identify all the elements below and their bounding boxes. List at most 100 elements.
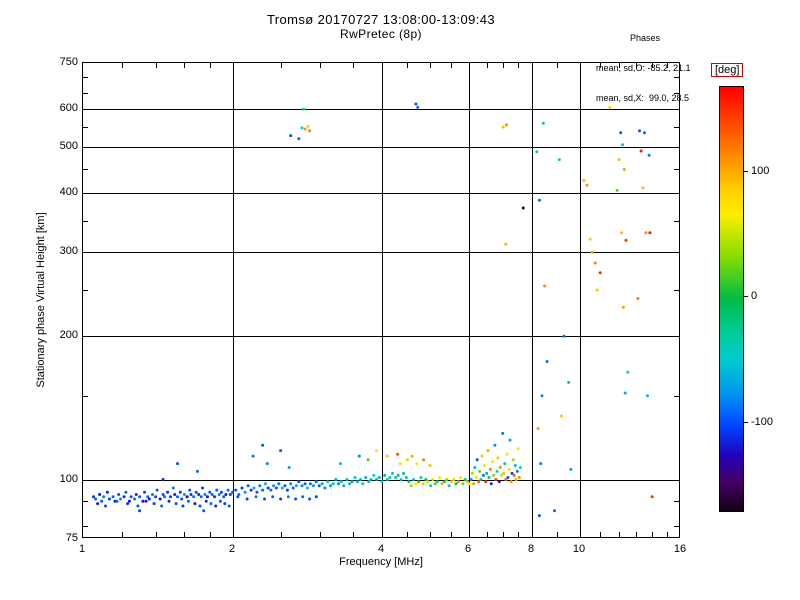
- scatter-point: [496, 456, 500, 460]
- scatter-point: [291, 486, 295, 490]
- scatter-point: [141, 499, 145, 503]
- x-minor-tick: [407, 63, 408, 68]
- scatter-point: [261, 488, 265, 492]
- scatter-point: [323, 486, 327, 490]
- scatter-point: [300, 126, 304, 130]
- x-minor-tick: [667, 63, 668, 68]
- scatter-point: [626, 370, 630, 374]
- scatter-point: [117, 493, 121, 496]
- y-minor-tick: [83, 93, 88, 94]
- scatter-point: [255, 490, 259, 494]
- scatter-point: [311, 484, 315, 488]
- scatter-point: [252, 486, 256, 490]
- scatter-point: [366, 458, 370, 462]
- scatter-point: [541, 121, 545, 125]
- x-minor-tick: [430, 63, 431, 68]
- scatter-point: [205, 495, 209, 499]
- scatter-point: [402, 471, 405, 475]
- scatter-point: [367, 480, 371, 484]
- scatter-point: [375, 478, 378, 481]
- x-minor-tick: [652, 63, 653, 68]
- scatter-point: [562, 334, 566, 338]
- scatter-point: [514, 478, 518, 481]
- x-minor-tick: [320, 532, 321, 537]
- scatter-point: [593, 261, 597, 265]
- gridline-horizontal: [83, 109, 679, 110]
- scatter-point: [404, 476, 408, 479]
- scatter-point: [297, 137, 301, 141]
- scatter-point: [283, 484, 287, 488]
- x-minor-tick: [156, 63, 157, 68]
- scatter-point: [277, 482, 281, 486]
- scatter-point: [126, 502, 130, 506]
- scatter-point: [314, 495, 318, 499]
- scatter-point: [447, 484, 451, 488]
- x-minor-tick: [122, 63, 123, 68]
- x-minor-tick: [451, 532, 452, 537]
- scatter-point: [465, 480, 469, 484]
- scatter-point: [254, 495, 258, 499]
- scatter-point: [419, 476, 423, 479]
- scatter-point: [394, 476, 398, 479]
- scatter-point: [98, 493, 102, 496]
- scatter-point: [100, 499, 104, 503]
- scatter-point: [503, 462, 507, 466]
- scatter-point: [192, 495, 196, 499]
- scatter-point: [504, 123, 508, 127]
- scatter-point: [129, 495, 133, 499]
- scatter-point: [494, 478, 498, 481]
- scatter-point: [223, 502, 227, 506]
- scatter-point: [107, 497, 111, 501]
- gridline-horizontal: [83, 336, 679, 337]
- x-minor-tick: [281, 63, 282, 68]
- scatter-point: [642, 131, 646, 135]
- scatter-point: [535, 150, 539, 154]
- scatter-layer: [92, 102, 654, 518]
- y-minor-tick: [674, 290, 679, 291]
- scatter-point: [500, 473, 503, 477]
- scatter-point: [166, 490, 170, 494]
- scatter-point: [236, 495, 240, 499]
- scatter-point: [391, 471, 394, 475]
- scatter-point: [585, 183, 589, 187]
- scatter-point: [163, 495, 167, 499]
- scatter-point: [186, 499, 190, 503]
- scatter-point: [193, 502, 197, 506]
- scatter-point: [569, 467, 573, 471]
- scatter-point: [300, 484, 304, 488]
- phase-stats-line-x: mean, sd,X: 99.0, 28.5: [596, 93, 690, 103]
- scatter-point: [508, 438, 512, 442]
- scatter-point: [396, 452, 400, 456]
- scatter-point: [454, 482, 458, 486]
- scatter-point: [134, 493, 138, 496]
- scatter-point: [480, 454, 484, 458]
- scatter-point: [94, 497, 98, 501]
- scatter-point: [412, 478, 415, 481]
- scatter-point: [440, 482, 444, 486]
- scatter-point: [416, 105, 420, 109]
- scatter-point: [590, 250, 594, 254]
- scatter-point: [507, 467, 511, 471]
- scatter-point: [237, 493, 241, 496]
- y-tick-label: 100: [59, 473, 78, 485]
- scatter-point: [506, 476, 510, 479]
- scatter-point: [481, 473, 485, 477]
- x-tick-label: 8: [527, 543, 535, 555]
- x-minor-tick: [320, 63, 321, 68]
- y-tick-label: 600: [59, 102, 78, 114]
- y-minor-tick: [83, 169, 88, 170]
- y-minor-tick: [83, 127, 88, 128]
- scatter-point: [484, 480, 488, 484]
- scatter-point: [421, 482, 425, 486]
- colorbar-tick: [744, 296, 748, 297]
- scatter-point: [155, 488, 159, 492]
- scatter-point: [339, 462, 342, 466]
- x-minor-tick: [210, 532, 211, 537]
- scatter-point: [482, 464, 486, 467]
- scatter-point: [178, 490, 182, 494]
- scatter-point: [385, 454, 389, 458]
- scatter-point: [202, 509, 206, 513]
- scatter-point: [385, 478, 389, 481]
- scatter-point: [475, 458, 479, 462]
- scatter-point: [518, 466, 522, 469]
